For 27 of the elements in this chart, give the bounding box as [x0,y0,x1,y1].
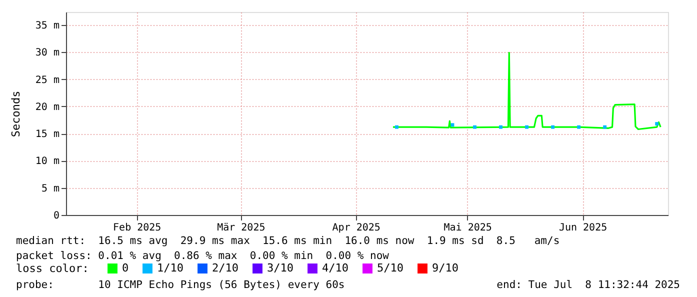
legend-label: 1/10 [157,262,184,275]
legend-label: 0 [122,262,129,275]
legend-label: 4/10 [322,262,348,275]
legend-title: loss color: [16,262,89,275]
legend-label: 5/10 [377,262,404,275]
text: end: Tue Jul 8 11:32:44 2025 [496,279,680,291]
line-series [392,52,662,130]
y-tick-label: 20 m [35,102,60,113]
legend-label: 2/10 [212,262,238,275]
x-tick-label: Jun 2025 [558,222,608,234]
text: packet loss: 0.01 % avg 0.86 % max 0.00 % min 0.00 % now [16,250,390,262]
x-tick-label: Mai 2025 [444,222,492,234]
legend-label: 9/10 [432,262,458,275]
y-tick-label: 10 m [35,156,60,168]
legend-label: 3/10 [267,262,294,275]
x-tick-label: Feb 2025 [113,222,162,234]
text: probe: 10 ICMP Echo Pings (56 Bytes) every 60s [16,279,345,291]
y-axis-title: Seconds [9,90,22,138]
y-tick-label: 25 m [35,74,60,86]
y-tick-label: 15 m [35,129,60,140]
y-tick-label: 5 m [41,183,60,194]
x-tick-label: Mär 2025 [217,222,266,234]
y-tick-label: 0 [53,210,60,222]
text: median rtt: 16.5 ms avg 29.9 ms max 15.6 ms min 16.0 ms now 1.9 ms sd 8.5 am/s [16,235,560,247]
y-tick-label: 35 m [35,20,60,32]
x-tick-label: Apr 2025 [332,222,380,234]
y-tick-label: 30 m [35,48,60,59]
